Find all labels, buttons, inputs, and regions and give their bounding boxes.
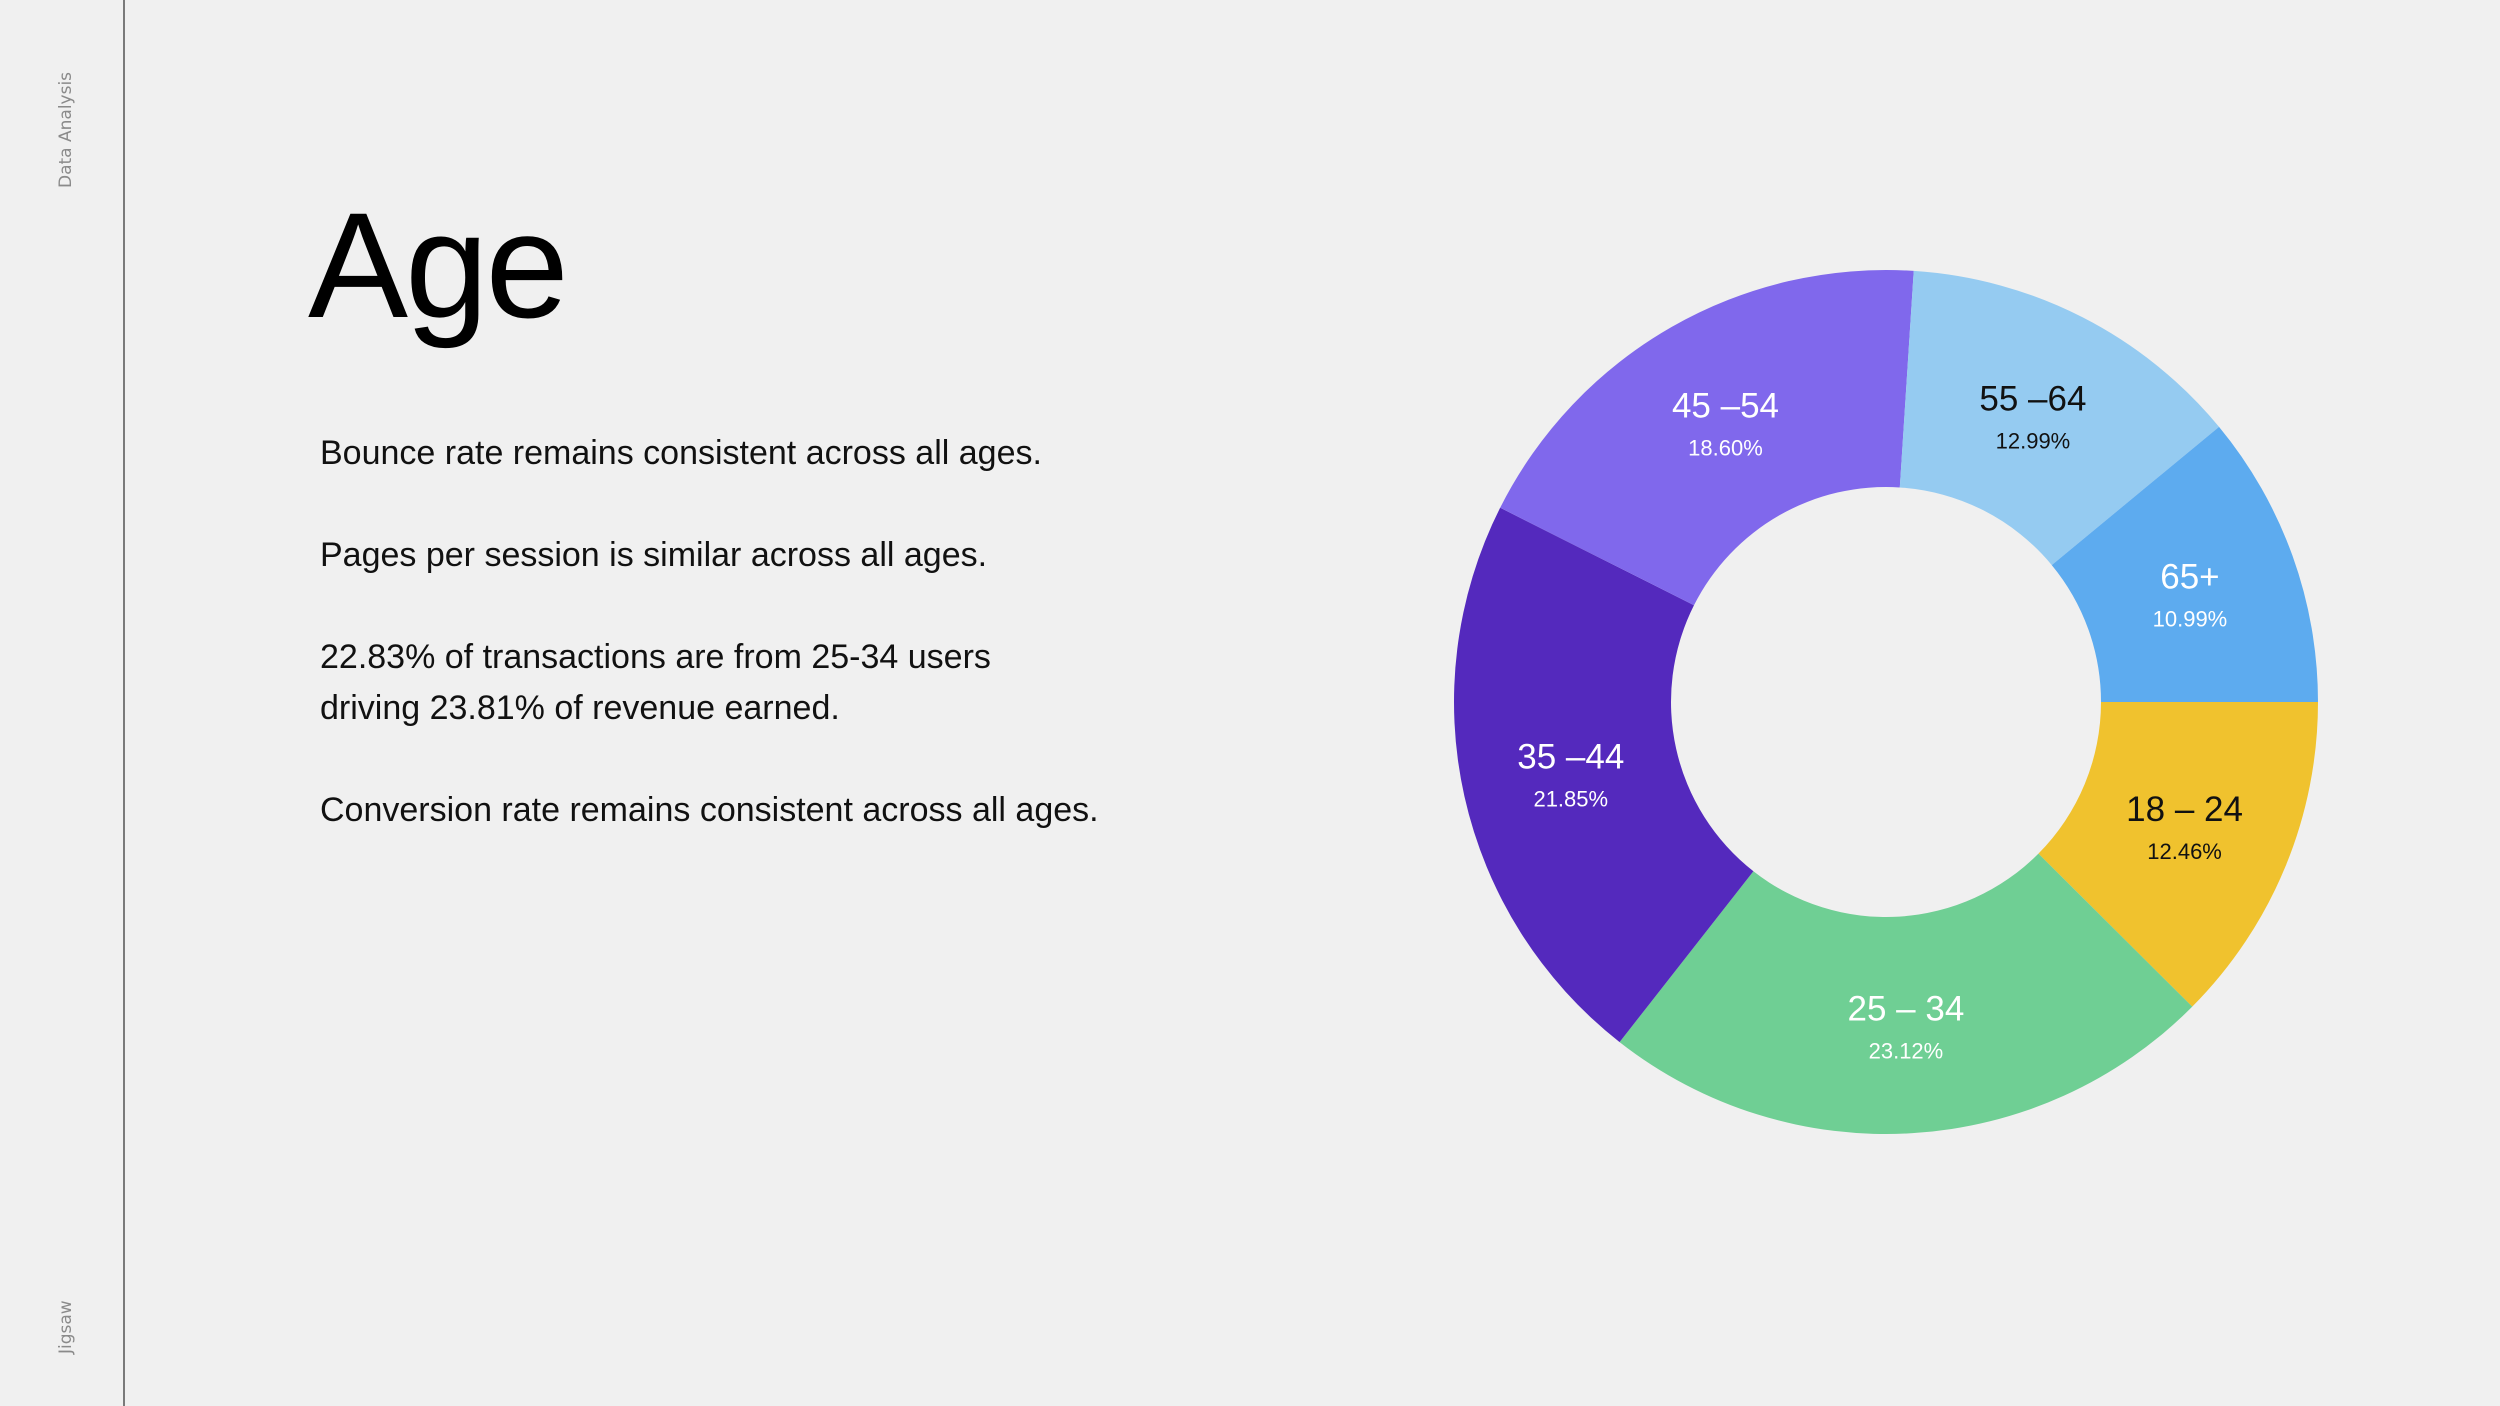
donut-slice-65plus	[2051, 426, 2318, 702]
slice-label-45-54: 45 –54	[1672, 387, 1779, 426]
slice-label-25-34: 25 – 34	[1848, 989, 1965, 1028]
age-donut-chart: 18 – 24 12.46% 25 – 34 23.12% 35 –44 21.85% 45…	[1454, 270, 2318, 1134]
slice-value-18-24: 12.46%	[2147, 839, 2222, 864]
sidebar-brand-label: Jigsaw	[56, 1300, 76, 1354]
slice-value-25-34: 23.12%	[1869, 1038, 1944, 1063]
insight-pages-per-session: Pages per session is similar across all …	[320, 536, 988, 574]
slice-label-65plus: 65+	[2160, 558, 2219, 597]
donut-slice-45-54	[1500, 270, 1914, 606]
donut-slice-18-24	[2038, 702, 2318, 1007]
slice-value-65plus: 10.99%	[2153, 607, 2228, 632]
insight-transactions: 22.83% of transactions are from 25-34 us…	[320, 638, 991, 727]
slice-label-18-24: 18 – 24	[2126, 790, 2243, 829]
slice-value-35-44: 21.85%	[1533, 786, 1608, 811]
sidebar-section-label: Data Analysis	[56, 71, 76, 188]
insight-bounce-rate: Bounce rate remains consistent across al…	[320, 434, 1042, 472]
slice-label-35-44: 35 –44	[1517, 737, 1624, 776]
slice-value-55-64: 12.99%	[1996, 428, 2071, 453]
insight-conversion-rate: Conversion rate remains consistent acros…	[320, 791, 1099, 829]
insights-list: Bounce rate remains consistent across al…	[320, 428, 1100, 887]
donut-slice-35-44	[1454, 507, 1754, 1043]
slice-value-45-54: 18.60%	[1688, 436, 1763, 461]
donut-slice-55-64	[1899, 270, 2220, 566]
sidebar-divider	[123, 0, 125, 1406]
page-title: Age	[308, 181, 569, 349]
donut-slice-25-34	[1619, 853, 2193, 1134]
slice-label-55-64: 55 –64	[1979, 379, 2086, 418]
